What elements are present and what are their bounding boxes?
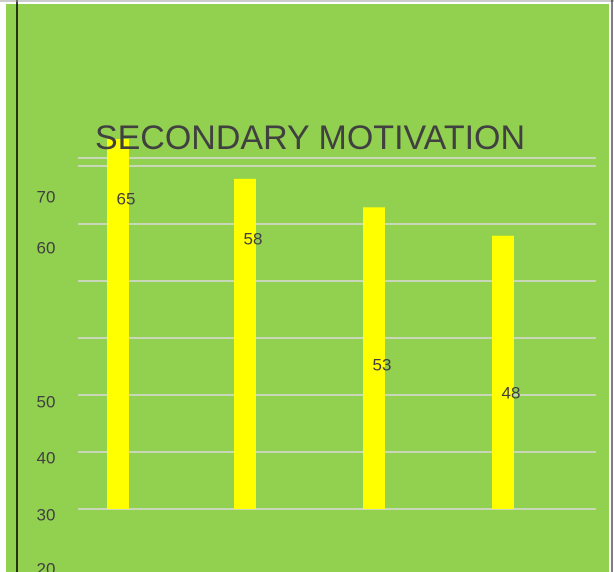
bar [492, 235, 514, 509]
data-label: 48 [502, 383, 521, 402]
data-label: 58 [244, 229, 263, 248]
bar [363, 207, 385, 510]
y-tick-label: 60 [37, 238, 56, 257]
data-label: 53 [373, 355, 392, 374]
chart-area [6, 4, 609, 572]
y-tick-label: 40 [37, 448, 56, 467]
bar [107, 139, 129, 509]
bar [234, 178, 256, 509]
y-tick-label: 20 [37, 559, 56, 572]
data-label: 65 [117, 189, 136, 208]
chart-title: SECONDARY MOTIVATION [95, 119, 525, 157]
y-tick-label: 70 [37, 187, 56, 206]
y-tick-label: 30 [37, 505, 56, 524]
y-tick-label: 50 [37, 392, 56, 411]
